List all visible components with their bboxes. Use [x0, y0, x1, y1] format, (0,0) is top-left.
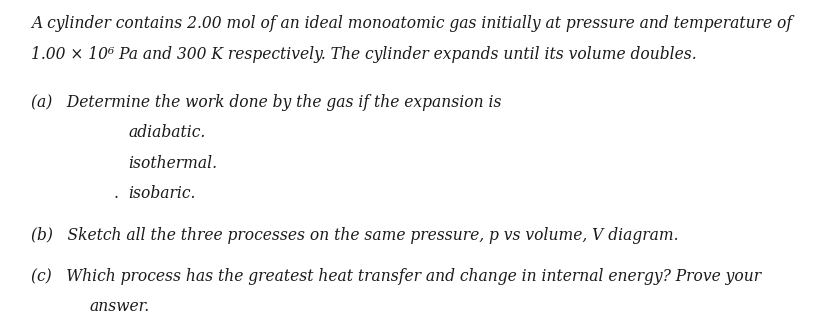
Text: (a)   Determine the work done by the gas if the expansion is: (a) Determine the work done by the gas i…	[31, 94, 501, 111]
Text: adiabatic.: adiabatic.	[128, 124, 205, 141]
Text: isothermal.: isothermal.	[128, 155, 217, 172]
Text: A cylinder contains 2.00 mol of an ideal monoatomic gas initially at pressure an: A cylinder contains 2.00 mol of an ideal…	[31, 15, 791, 32]
Text: isobaric.: isobaric.	[128, 185, 195, 202]
Text: (b)   Sketch all the three processes on the same pressure, p vs volume, V diagra: (b) Sketch all the three processes on th…	[31, 227, 678, 244]
Text: .: .	[113, 185, 118, 202]
Text: answer.: answer.	[89, 298, 150, 315]
Text: 1.00 × 10⁶ Pa and 300 K respectively. The cylinder expands until its volume doub: 1.00 × 10⁶ Pa and 300 K respectively. Th…	[31, 46, 696, 63]
Text: (c)   Which process has the greatest heat transfer and change in internal energy: (c) Which process has the greatest heat …	[31, 268, 761, 285]
